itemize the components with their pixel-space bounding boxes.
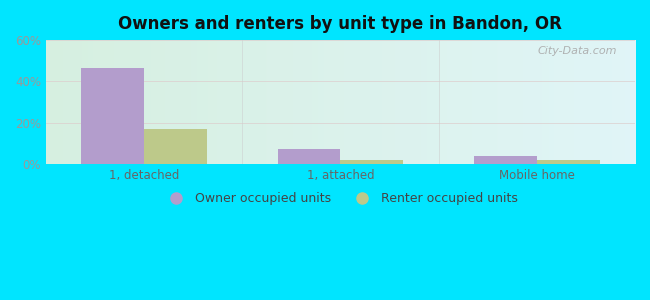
Bar	[474, 156, 537, 164]
Bar	[278, 149, 341, 164]
Title: Owners and renters by unit type in Bandon, OR: Owners and renters by unit type in Bando…	[118, 15, 562, 33]
Bar	[537, 160, 600, 164]
Bar	[144, 129, 207, 164]
Legend: Owner occupied units, Renter occupied units: Owner occupied units, Renter occupied un…	[159, 187, 523, 210]
Bar	[341, 160, 403, 164]
Text: City-Data.com: City-Data.com	[538, 46, 618, 56]
Bar	[81, 68, 144, 164]
